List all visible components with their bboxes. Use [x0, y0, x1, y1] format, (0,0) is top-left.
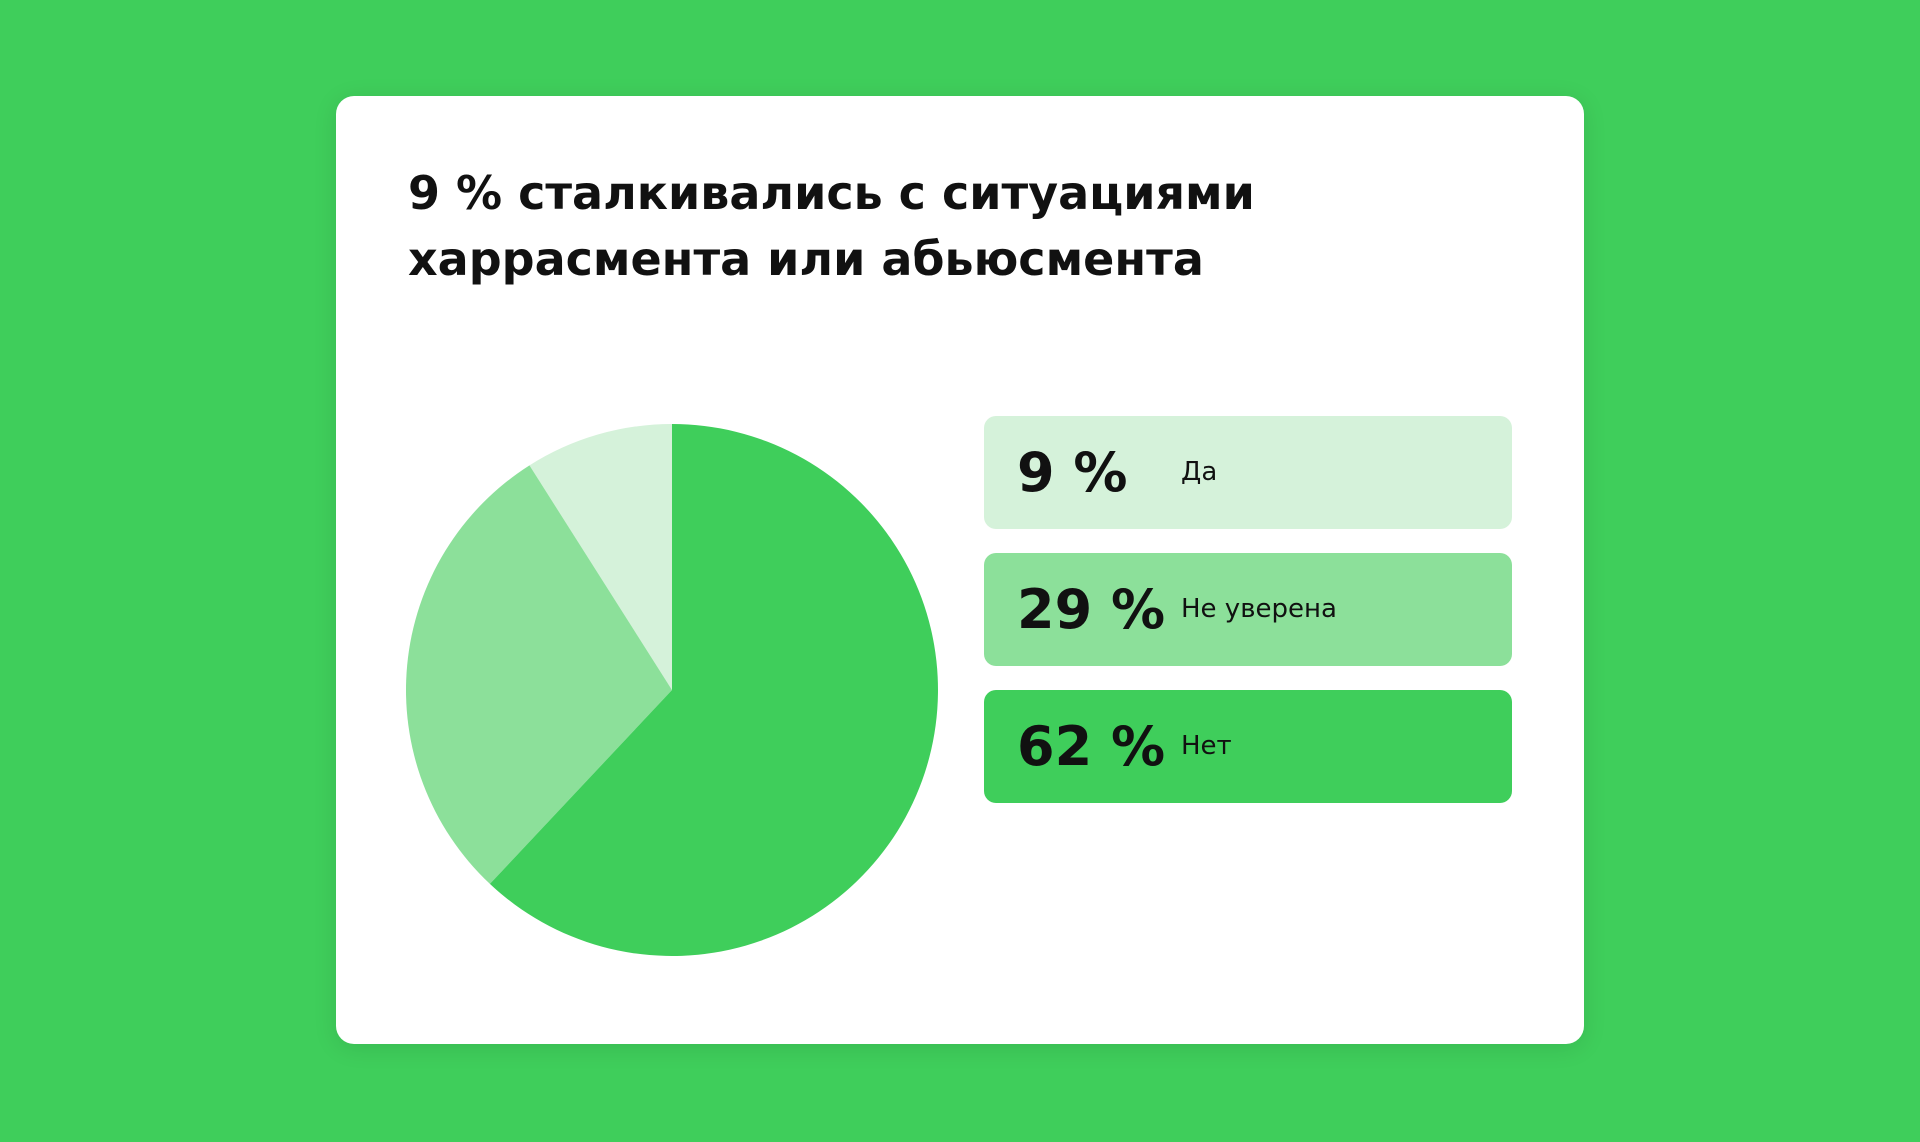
- pie-slices: [405, 424, 938, 956]
- legend-label: Да: [1181, 457, 1218, 487]
- chart-card: 9 % сталкивались с ситуациями харрасмент…: [336, 96, 1584, 1044]
- legend: 9 % Да 29 % Не уверена 62 % Нет: [984, 416, 1512, 827]
- legend-item-3: 62 % Нет: [984, 690, 1512, 803]
- legend-value: 62 %: [1017, 715, 1166, 778]
- pie-slice-1: [529, 424, 672, 690]
- legend-item-2: 29 % Не уверена: [984, 553, 1512, 666]
- pie-chart: [405, 424, 938, 956]
- chart-title: 9 % сталкивались с ситуациями харрасмент…: [408, 166, 1255, 286]
- legend-item-1: 9 % Да: [984, 416, 1512, 529]
- pie-slice-2: [405, 465, 672, 884]
- legend-label: Не уверена: [1181, 594, 1337, 624]
- legend-label: Нет: [1181, 731, 1232, 761]
- pie-slice-3: [489, 424, 938, 956]
- legend-value: 9 %: [1017, 441, 1128, 504]
- legend-value: 29 %: [1017, 578, 1166, 641]
